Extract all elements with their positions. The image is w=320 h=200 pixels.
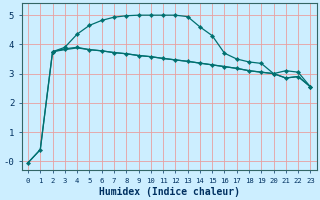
X-axis label: Humidex (Indice chaleur): Humidex (Indice chaleur) [99, 186, 240, 197]
